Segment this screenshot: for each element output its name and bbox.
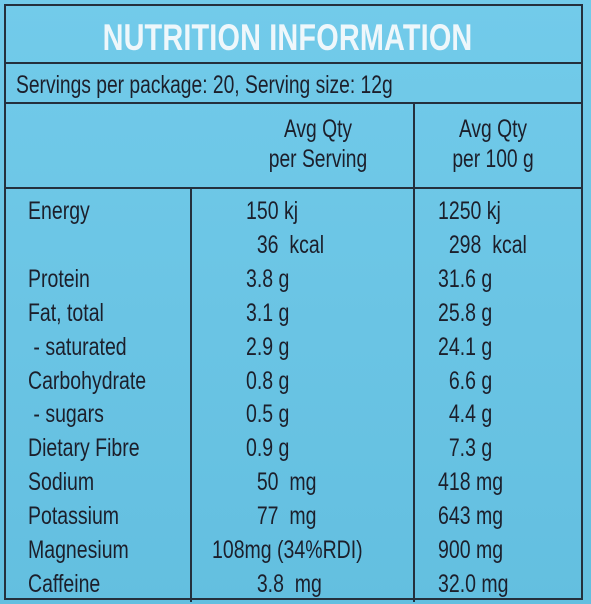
- nutrition-title: NUTRITION INFORMATION: [102, 17, 473, 58]
- nutrient-per-serving: 77 mg: [246, 502, 317, 530]
- nutrient-name: - saturated: [28, 333, 127, 361]
- divider-title: [6, 62, 581, 64]
- column-divider-right: [413, 102, 415, 602]
- divider-header: [6, 187, 581, 189]
- nutrient-per-serving: 150 kj: [246, 197, 299, 225]
- nutrient-per-serving: 3.1 g: [246, 299, 290, 327]
- nutrient-name: Potassium: [28, 502, 120, 530]
- nutrient-per-serving: 108mg (34%RDI): [212, 536, 363, 564]
- nutrient-name: Dietary Fibre: [28, 434, 140, 462]
- nutrient-name: Carbohydrate: [28, 367, 147, 395]
- nutrient-name: Magnesium: [28, 536, 129, 564]
- nutrient-per-100g: 7.3 g: [438, 434, 493, 462]
- nutrient-name: Fat, total: [28, 299, 104, 327]
- nutrient-per-100g: 900 mg: [438, 536, 504, 564]
- nutrient-per-serving: 0.5 g: [246, 400, 290, 428]
- title-bar: NUTRITION INFORMATION: [0, 10, 473, 66]
- column-header-per-100g: Avg Qty per 100 g: [435, 114, 551, 174]
- nutrient-per-serving: 3.8 mg: [246, 570, 322, 598]
- nutrient-per-100g: 25.8 g: [438, 299, 493, 327]
- nutrient-per-100g: 418 mg: [438, 468, 504, 496]
- nutrient-per-100g: 24.1 g: [438, 333, 493, 361]
- nutrient-per-100g: 1250 kj: [438, 197, 501, 225]
- nutrient-name: Sodium: [28, 468, 95, 496]
- column-divider-left: [190, 187, 192, 602]
- nutrient-per-100g: 6.6 g: [438, 367, 493, 395]
- servings-info: Servings per package: 20, Serving size: …: [16, 71, 393, 99]
- column-header-per-serving-line2: per Serving: [268, 145, 368, 173]
- divider-servings: [6, 102, 581, 104]
- nutrient-per-100g: 31.6 g: [438, 265, 493, 293]
- nutrient-per-serving: 50 mg: [246, 468, 317, 496]
- column-header-per-serving-line1: Avg Qty: [283, 115, 353, 143]
- nutrient-name: Protein: [28, 265, 90, 293]
- nutrient-per-100g: 298 kcal: [438, 231, 527, 259]
- nutrient-per-serving: 3.8 g: [246, 265, 290, 293]
- nutrient-per-serving: 2.9 g: [246, 333, 290, 361]
- nutrient-per-100g: 4.4 g: [438, 400, 493, 428]
- nutrient-per-serving: 0.8 g: [246, 367, 290, 395]
- nutrient-name: Energy: [28, 197, 90, 225]
- column-header-per-100g-line2: per 100 g: [452, 145, 534, 173]
- nutrient-per-serving: 36 kcal: [246, 231, 325, 259]
- nutrient-per-100g: 32.0 mg: [438, 570, 509, 598]
- nutrient-name: - sugars: [28, 400, 104, 428]
- nutrient-name: Caffeine: [28, 570, 101, 598]
- column-header-per-100g-line1: Avg Qty: [458, 115, 528, 143]
- nutrition-table-frame: NUTRITION INFORMATION Servings per packa…: [4, 4, 583, 602]
- column-header-per-serving: Avg Qty per Serving: [249, 114, 388, 174]
- nutrient-per-100g: 643 mg: [438, 502, 504, 530]
- nutrient-per-serving: 0.9 g: [246, 434, 290, 462]
